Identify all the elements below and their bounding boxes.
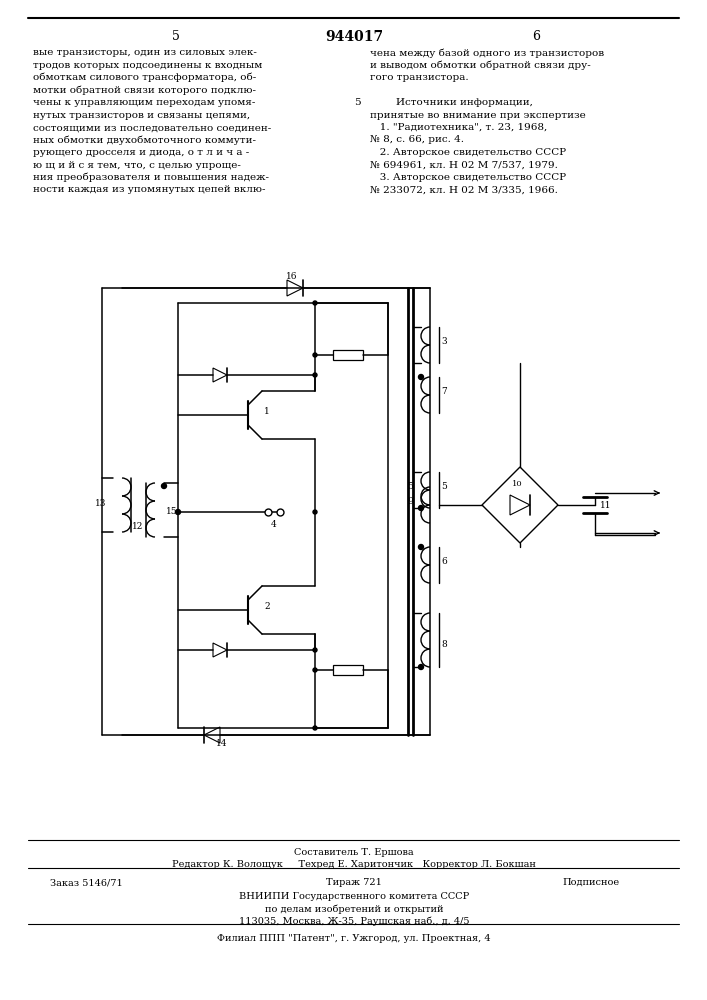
Circle shape (419, 544, 423, 550)
Text: 1: 1 (264, 407, 270, 416)
Circle shape (313, 373, 317, 377)
Text: 3. Авторское свидетельство СССР: 3. Авторское свидетельство СССР (370, 173, 566, 182)
Text: состоящими из последовательно соединен-: состоящими из последовательно соединен- (33, 123, 271, 132)
Text: 8: 8 (441, 640, 447, 649)
Text: ю щ и й с я тем, что, с целью упроще-: ю щ и й с я тем, что, с целью упроще- (33, 160, 241, 169)
Text: 6: 6 (441, 557, 447, 566)
Bar (333, 665, 363, 675)
Text: 113035, Москва, Ж-35, Раушская наб., д. 4/5: 113035, Москва, Ж-35, Раушская наб., д. … (239, 916, 469, 926)
Text: 12: 12 (132, 522, 144, 531)
Text: Подписное: Подписное (563, 878, 620, 887)
Text: 6: 6 (532, 30, 540, 43)
Polygon shape (213, 643, 227, 657)
Text: Редактор К. Волощук     Техред Е. Харитончик   Корректор Л. Бокшан: Редактор К. Волощук Техред Е. Харитончик… (172, 860, 536, 869)
Text: обмоткам силового трансформатора, об-: обмоткам силового трансформатора, об- (33, 73, 256, 83)
Text: 10: 10 (512, 480, 522, 488)
Text: вые транзисторы, один из силовых элек-: вые транзисторы, один из силовых элек- (33, 48, 257, 57)
Text: чены к управляющим переходам упомя-: чены к управляющим переходам упомя- (33, 98, 255, 107)
Text: Заказ 5146/71: Заказ 5146/71 (50, 878, 123, 887)
Polygon shape (482, 467, 558, 543)
Text: рующего дросселя и диода, о т л и ч а -: рующего дросселя и диода, о т л и ч а - (33, 148, 250, 157)
Text: 5: 5 (407, 482, 413, 491)
Text: № 233072, кл. Н 02 М 3/335, 1966.: № 233072, кл. Н 02 М 3/335, 1966. (370, 186, 558, 194)
Text: № 694961, кл. Н 02 М 7/537, 1979.: № 694961, кл. Н 02 М 7/537, 1979. (370, 160, 558, 169)
Polygon shape (204, 727, 220, 743)
Text: Составитель Т. Ершова: Составитель Т. Ершова (294, 848, 414, 857)
Text: 2: 2 (264, 602, 269, 611)
Text: Источники информации,: Источники информации, (370, 98, 533, 107)
Text: ных обмотки двухобмоточного коммути-: ных обмотки двухобмоточного коммути- (33, 135, 256, 145)
Text: 14: 14 (216, 739, 228, 748)
Polygon shape (510, 495, 530, 515)
Circle shape (313, 510, 317, 514)
Text: чена между базой одного из транзисторов: чена между базой одного из транзисторов (370, 48, 604, 57)
Text: 5: 5 (441, 482, 447, 491)
Circle shape (313, 301, 317, 305)
Text: и выводом обмотки обратной связи дру-: и выводом обмотки обратной связи дру- (370, 60, 591, 70)
Text: 944017: 944017 (325, 30, 383, 44)
Circle shape (419, 664, 423, 670)
Text: 5: 5 (172, 30, 180, 43)
Text: ния преобразователя и повышения надеж-: ния преобразователя и повышения надеж- (33, 173, 269, 182)
Text: 7: 7 (441, 387, 447, 396)
Text: 13: 13 (95, 499, 106, 508)
Circle shape (161, 484, 167, 488)
Circle shape (313, 668, 317, 672)
Text: 2. Авторское свидетельство СССР: 2. Авторское свидетельство СССР (370, 148, 566, 157)
Circle shape (419, 374, 423, 379)
Text: по делам изобретений и открытий: по делам изобретений и открытий (264, 904, 443, 914)
Text: 11: 11 (600, 501, 612, 510)
Text: ности каждая из упомянутых цепей вклю-: ности каждая из упомянутых цепей вклю- (33, 186, 266, 194)
Text: принятые во внимание при экспертизе: принятые во внимание при экспертизе (370, 110, 586, 119)
Circle shape (175, 510, 180, 514)
Text: 5: 5 (354, 98, 361, 107)
Text: Тираж 721: Тираж 721 (326, 878, 382, 887)
Text: гого транзистора.: гого транзистора. (370, 73, 469, 82)
Bar (333, 350, 363, 360)
Text: 15: 15 (166, 507, 177, 516)
Text: 4: 4 (271, 520, 276, 529)
Polygon shape (213, 368, 227, 382)
Circle shape (313, 648, 317, 652)
Text: тродов которых подсоединены к входным: тродов которых подсоединены к входным (33, 60, 262, 70)
Text: Филиал ППП "Патент", г. Ужгород, ул. Проектная, 4: Филиал ППП "Патент", г. Ужгород, ул. Про… (217, 934, 491, 943)
Text: нутых транзисторов и связаны цепями,: нутых транзисторов и связаны цепями, (33, 110, 250, 119)
Text: 3: 3 (441, 337, 447, 346)
Text: мотки обратной связи которого подклю-: мотки обратной связи которого подклю- (33, 86, 256, 95)
Circle shape (419, 506, 423, 510)
Text: 9: 9 (407, 497, 413, 506)
Text: № 8, с. 66, рис. 4.: № 8, с. 66, рис. 4. (370, 135, 464, 144)
Circle shape (313, 726, 317, 730)
Text: 1. "Радиотехника", т. 23, 1968,: 1. "Радиотехника", т. 23, 1968, (370, 123, 547, 132)
Circle shape (313, 353, 317, 357)
Text: ВНИИПИ Государственного комитета СССР: ВНИИПИ Государственного комитета СССР (239, 892, 469, 901)
Polygon shape (287, 280, 303, 296)
Text: 16: 16 (286, 272, 298, 281)
